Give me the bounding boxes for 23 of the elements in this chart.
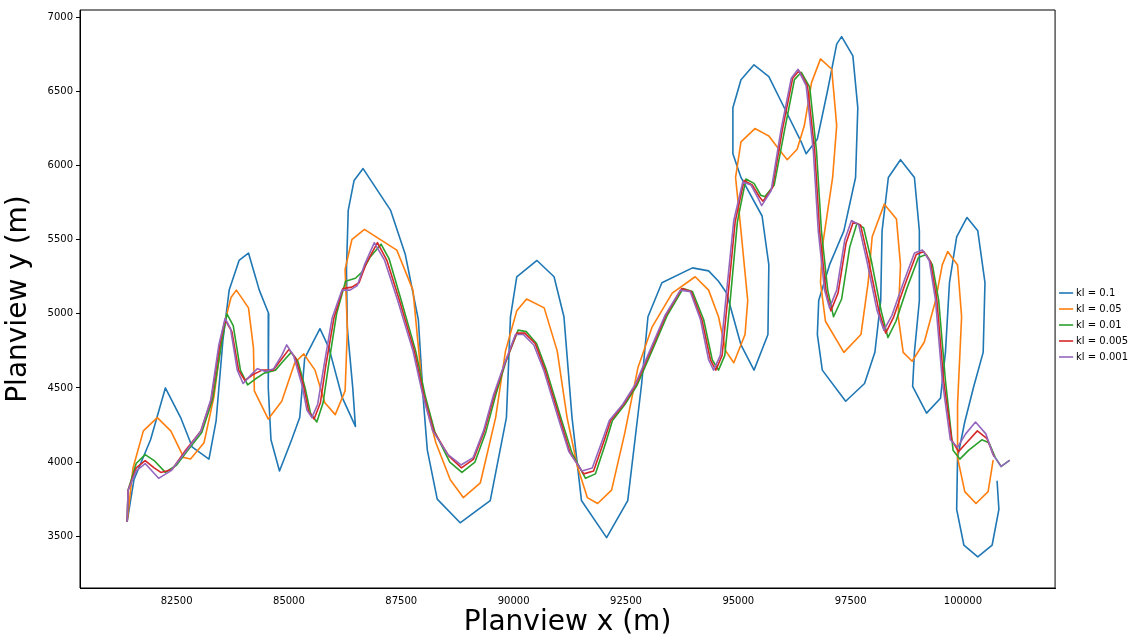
y-tick-label: 7000	[47, 11, 73, 22]
legend-label: kl = 0.005	[1076, 334, 1128, 346]
y-tick-label: 5500	[47, 233, 73, 245]
y-axis-title: Planview y (m)	[0, 195, 34, 403]
x-tick-label: 92500	[610, 594, 642, 606]
y-tick-label: 5000	[47, 307, 73, 319]
y-tick-label: 4000	[47, 455, 73, 467]
x-axis-title: Planview x (m)	[463, 604, 672, 638]
legend-label: kl = 0.1	[1076, 286, 1116, 298]
y-tick-label: 6000	[47, 159, 73, 171]
y-tick-label: 3500	[47, 529, 73, 541]
legend-label: kl = 0.001	[1076, 350, 1128, 362]
x-tick-label: 82500	[160, 594, 193, 606]
x-tick-label: 95000	[722, 594, 755, 606]
y-tick-label: 6500	[47, 85, 73, 97]
legend-label: kl = 0.05	[1076, 302, 1122, 314]
x-tick-label: 87500	[385, 594, 418, 606]
x-tick-label: 90000	[497, 594, 530, 606]
x-tick-label: 85000	[273, 594, 305, 606]
x-tick-label: 97500	[834, 594, 867, 606]
y-tick-label: 4500	[47, 381, 73, 393]
x-tick-label: 100000	[943, 594, 983, 606]
legend-label: kl = 0.01	[1076, 318, 1122, 330]
